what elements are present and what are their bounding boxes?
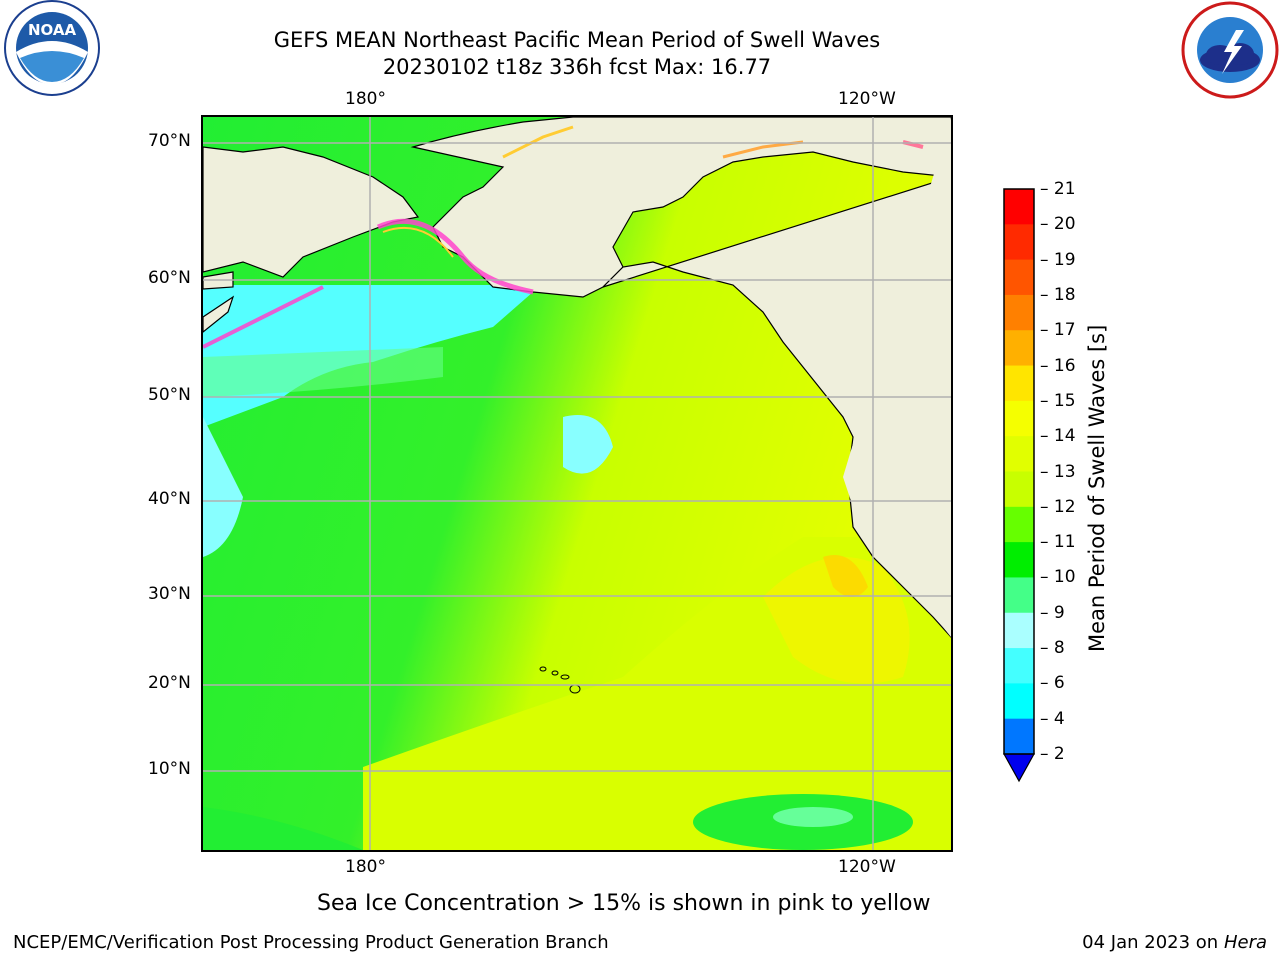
colorbar-tick-label: – 14 xyxy=(1040,426,1076,447)
colorbar-swatch xyxy=(1004,365,1034,402)
colorbar-swatch xyxy=(1004,471,1034,508)
footer-date: 04 Jan 2023 on Hera xyxy=(1082,932,1267,953)
colorbar-tick-label: – 20 xyxy=(1040,214,1076,235)
colorbar-tick-label: – 18 xyxy=(1040,284,1076,305)
colorbar-swatch xyxy=(1004,259,1034,296)
colorbar-swatch xyxy=(1004,330,1034,367)
colorbar-tick-label: – 13 xyxy=(1040,461,1076,482)
lat-label-20n: 20°N xyxy=(148,673,191,693)
graticule xyxy=(203,117,951,850)
nws-logo-icon xyxy=(1180,0,1280,100)
lat-label-40n: 40°N xyxy=(148,489,191,509)
colorbar-extend-triangle xyxy=(1002,753,1036,783)
colorbar-swatch xyxy=(1004,577,1034,614)
colorbar xyxy=(1002,188,1036,783)
lon-label-bottom-180: 180° xyxy=(345,857,386,877)
footer-host: Hera xyxy=(1223,932,1267,953)
colorbar-swatch xyxy=(1004,189,1034,225)
colorbar-outline xyxy=(1003,188,1035,755)
lat-label-10n: 10°N xyxy=(148,759,191,779)
colorbar-swatch xyxy=(1004,612,1034,649)
colorbar-swatch xyxy=(1004,436,1034,472)
chart-title: GEFS MEAN Northeast Pacific Mean Period … xyxy=(273,28,881,52)
colorbar-tick-label: – 15 xyxy=(1040,390,1076,411)
colorbar-tick-label: – 8 xyxy=(1040,638,1065,659)
chart-subtitle: 20230102 t18z 336h fcst Max: 16.77 xyxy=(382,55,772,79)
lat-label-70n: 70°N xyxy=(148,131,191,151)
colorbar-swatch xyxy=(1004,542,1034,578)
colorbar-tick-label: – 21 xyxy=(1040,179,1076,199)
lat-label-50n: 50°N xyxy=(148,385,191,405)
colorbar-swatch xyxy=(1004,718,1034,755)
colorbar-swatch xyxy=(1004,648,1034,684)
colorbar-tick-label: – 6 xyxy=(1040,673,1065,694)
colorbar-label: Mean Period of Swell Waves [s] xyxy=(1085,324,1109,652)
lon-label-top-180: 180° xyxy=(345,89,386,109)
footer-date-text: 04 Jan 2023 on xyxy=(1082,932,1224,953)
lat-label-60n: 60°N xyxy=(148,268,191,288)
colorbar-tick-label: – 17 xyxy=(1040,320,1076,341)
colorbar-tick-label: – 10 xyxy=(1040,567,1076,588)
colorbar-tick-label: – 2 xyxy=(1040,744,1065,764)
colorbar-tick-label: – 11 xyxy=(1040,532,1076,553)
colorbar-swatch xyxy=(1004,683,1034,720)
ocean-cyan-north xyxy=(203,285,603,427)
sea-ice-edge xyxy=(203,285,324,349)
colorbar-swatch xyxy=(1004,400,1034,437)
colorbar-tick-label: – 4 xyxy=(1040,708,1065,729)
lat-label-30n: 30°N xyxy=(148,584,191,604)
colorbar-tick-label: – 9 xyxy=(1040,602,1065,623)
swell-period-map xyxy=(201,115,953,852)
colorbar-swatches xyxy=(1002,188,1036,783)
lon-label-top-120w: 120°W xyxy=(838,89,896,109)
noaa-logo-icon: NOAA xyxy=(2,0,102,100)
colorbar-ticks: – 21 – 20 – 19 – 18 – 17 – 16 – 15 – 14 – 13 – 12… xyxy=(1040,178,1100,778)
lon-label-bottom-120w: 120°W xyxy=(838,857,896,877)
colorbar-swatch xyxy=(1004,294,1034,331)
colorbar-tick-label: – 16 xyxy=(1040,355,1076,376)
colorbar-tick-label: – 19 xyxy=(1040,249,1076,270)
footer-branch: NCEP/EMC/Verification Post Processing Pr… xyxy=(13,932,609,953)
colorbar-swatch xyxy=(1004,224,1034,261)
colorbar-swatch xyxy=(1004,506,1034,543)
noaa-logo-text: NOAA xyxy=(28,21,77,39)
sea-ice-note: Sea Ice Concentration > 15% is shown in … xyxy=(317,891,931,916)
map-canvas xyxy=(203,117,951,850)
colorbar-tick-label: – 12 xyxy=(1040,496,1076,517)
